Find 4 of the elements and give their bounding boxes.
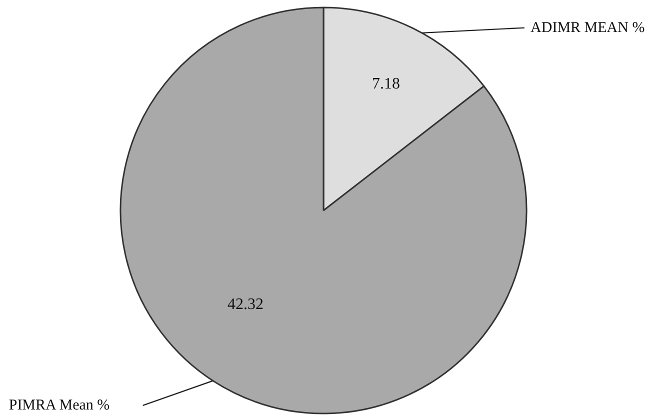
data-label: 42.32 [228, 296, 264, 314]
data-label: 7.18 [372, 75, 400, 92]
slice-label: ADIMR MEAN % [530, 20, 645, 36]
slice-label: PIMRA Mean % [8, 397, 110, 414]
